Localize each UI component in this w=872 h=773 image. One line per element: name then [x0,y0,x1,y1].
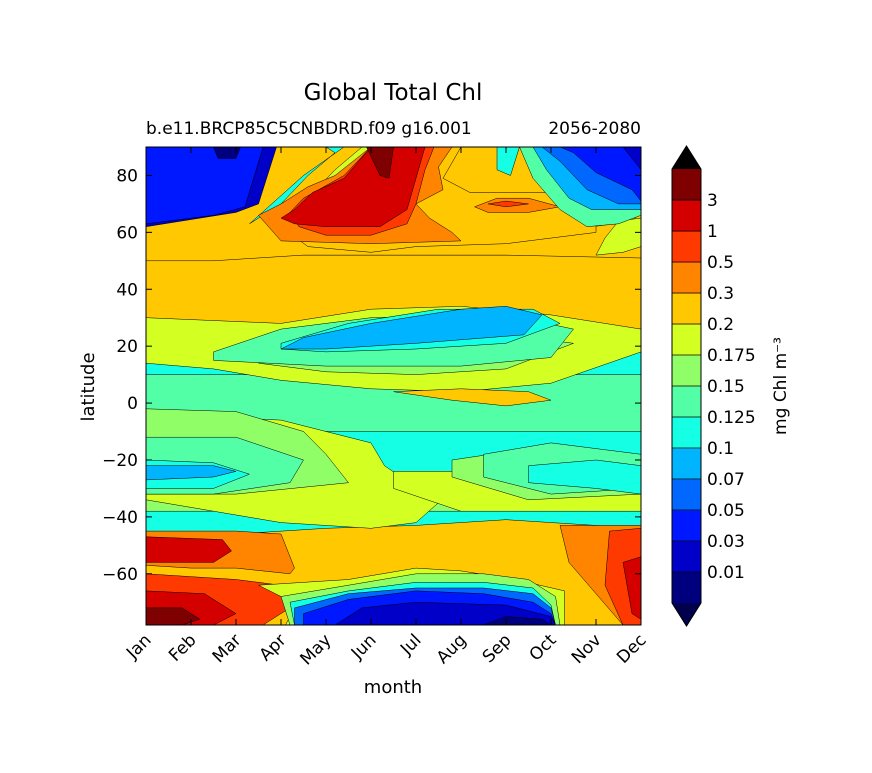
contour-region [487,200,529,208]
colorbar-tick-label: 0.01 [707,563,745,583]
contour-region [559,147,641,202]
colorbar-tick-label: 1 [707,222,718,242]
y-tick-label: 80 [116,166,138,186]
x-axis-label: month [364,677,422,698]
x-tick-label: Apr [256,630,291,665]
colorbar: 0.01 0.03 0.05 0.07 0.1 0.125 0.15 0.175 0.2 0.3 0… [671,145,756,627]
colorbar-segment [672,355,701,387]
colorbar-outline [671,145,702,627]
colorbar-extend-bottom [672,603,701,626]
contour-region [528,459,641,495]
colorbar-tick-label: 3 [707,191,718,211]
chart-subtitle-right: 2056-2080 [548,119,641,139]
colorbar-tick-label: 0.03 [707,532,745,552]
contour-region [249,147,345,225]
colorbar-tick-label: 0.05 [707,501,745,521]
colorbar-tick-label: 0.3 [707,284,734,304]
y-tick-label: 40 [116,280,138,300]
y-tick-label: 20 [116,337,138,357]
colorbar-tick-label: 0.07 [707,470,745,490]
contour-region [146,147,264,225]
x-tick-label: Mar [209,630,246,667]
colorbar-segment [672,448,701,480]
plot-frame [145,146,642,626]
y-axis: 80 60 40 20 0 −20 −40 −60 [102,166,641,585]
plot-area [146,147,641,625]
x-tick-label: May [297,630,336,669]
chart-title: Global Total Chl [304,80,483,106]
colorbar-label: mg Chl m⁻³ [771,337,791,435]
x-tick-label: Jan [122,630,155,663]
colorbar-segment [672,572,701,604]
contour-region [146,465,237,481]
contour-region [595,217,641,256]
colorbar-tick-label: 0.2 [707,315,734,335]
colorbar-segment [672,417,701,449]
colorbar-tick-label: 0.175 [707,346,756,366]
contour-region [366,147,394,179]
colorbar-segment [672,200,701,232]
x-tick-label: Jul [396,630,425,659]
contour-region [393,388,552,407]
y-tick-label: 0 [127,394,138,414]
colorbar-tick-label: 0.5 [707,253,734,273]
colorbar-segment [672,510,701,542]
colorbar-tick-label: 0.1 [707,439,734,459]
contour-region [496,147,520,176]
x-tick-label: Aug [433,630,471,668]
colorbar-segment [672,231,701,263]
colorbar-segment [672,479,701,511]
colorbar-segment [672,386,701,418]
y-tick-label: −60 [102,565,138,585]
contour-region [622,147,641,171]
x-tick-label: Sep [479,630,516,667]
x-tick-label: Feb [165,630,200,665]
colorbar-segment [672,169,701,201]
y-tick-label: 60 [116,223,138,243]
colorbar-segment [672,324,701,356]
colorbar-tick-label: 0.15 [707,377,745,397]
x-tick-label: Jun [347,630,381,664]
y-axis-label: latitude [78,352,99,421]
colorbar-segment [672,262,701,294]
contour-region [483,616,552,625]
contour-region [146,536,232,563]
contour-region [213,147,241,159]
y-tick-label: −40 [102,508,138,528]
colorbar-segment [672,541,701,573]
colorbar-tick-label: 0.125 [707,408,756,428]
x-tick-label: Nov [568,630,606,668]
chart-subtitle-left: b.e11.BRCP85C5CNBDRD.f09 g16.001 [146,119,472,139]
colorbar-extend-top [672,146,701,169]
contour-region [622,556,641,620]
y-tick-label: −20 [102,451,138,471]
contour-region [280,306,543,350]
x-tick-label: Oct [526,630,561,665]
colorbar-segment [672,293,701,325]
x-tick-label: Dec [613,630,650,667]
